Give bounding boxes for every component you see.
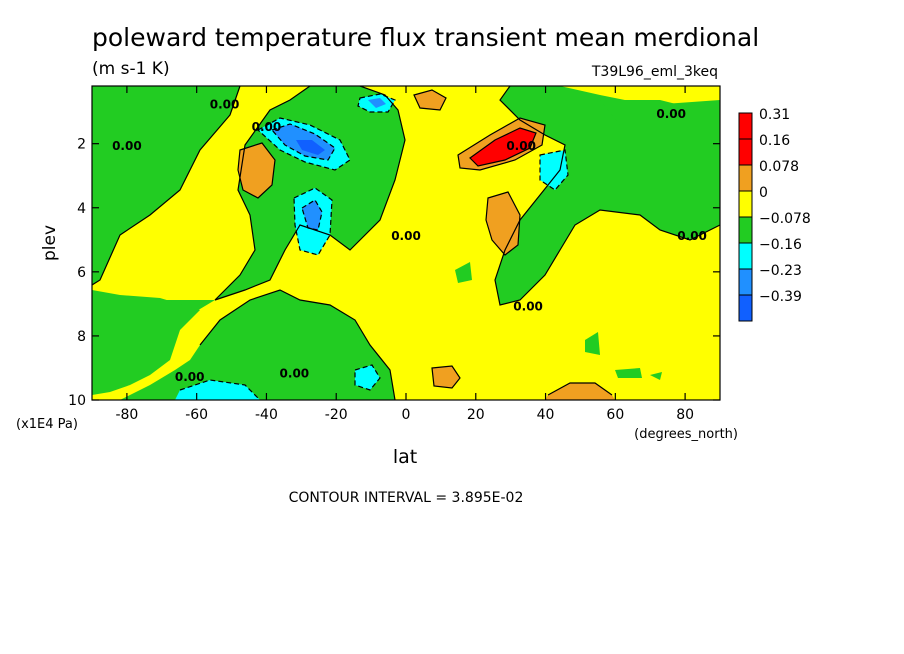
contour-label: 0.00: [506, 139, 536, 153]
neg-contour: [357, 93, 396, 113]
y-tick-label: 2: [77, 137, 86, 153]
x-tick-label: 60: [606, 407, 624, 423]
x-axis: -80 -60 -40 -20 0 20 40 60 80: [115, 86, 694, 423]
pos-core: [432, 366, 460, 388]
pos-contour: [237, 142, 276, 199]
y-tick-label: 8: [77, 329, 86, 345]
x-tick-label: 80: [676, 407, 694, 423]
x-axis-units: (degrees_north): [634, 427, 738, 442]
neg-core: [540, 150, 568, 190]
units-label: (m s-1 K): [92, 59, 170, 79]
pos-contour: [485, 191, 521, 256]
x-axis-label: lat: [393, 446, 417, 468]
legend-label: −0.23: [759, 263, 802, 279]
pos-contour: [413, 89, 447, 111]
legend-swatch: [738, 190, 753, 218]
pos-core: [414, 90, 446, 110]
x-tick-label: 40: [537, 407, 555, 423]
neg-region: [495, 86, 720, 305]
x-tick-label: -40: [255, 407, 278, 423]
y-tick-label: 10: [68, 393, 86, 409]
run-label: T39L96_eml_3keq: [591, 64, 718, 80]
legend-swatch: [738, 242, 753, 270]
legend-label: 0.16: [759, 133, 790, 149]
y-axis-label: plev: [40, 225, 60, 261]
x-tick-label: -80: [115, 407, 138, 423]
x-tick-label: 0: [402, 407, 411, 423]
neg-core: [296, 140, 325, 155]
neg-region: [615, 368, 642, 378]
neg-core: [302, 200, 322, 230]
y-tick-label: 4: [77, 201, 86, 217]
x-tick-label: -60: [185, 407, 208, 423]
legend-swatch: [738, 164, 753, 192]
zero-contour: [214, 86, 311, 301]
contour-label: 0.00: [513, 299, 543, 313]
legend-label: 0.31: [759, 107, 790, 123]
contour-label: 0.00: [391, 229, 421, 243]
legend-swatch: [738, 112, 753, 140]
chart-title: poleward temperature flux transient mean…: [92, 23, 759, 52]
zero-contour: [92, 86, 241, 286]
contour-label: 0.00: [252, 120, 282, 134]
contour-label: 0.00: [280, 367, 310, 381]
legend-label: 0: [759, 185, 768, 201]
pos-core: [238, 143, 275, 198]
neg-region: [650, 372, 662, 380]
legend-swatch: [738, 294, 753, 322]
pos-contour: [547, 382, 613, 396]
y-axis-units: (x1E4 Pa): [16, 417, 78, 432]
contour-label: 0.00: [677, 229, 707, 243]
zero-contour: [494, 86, 720, 306]
y-tick-label: 6: [77, 265, 86, 281]
neg-contour: [179, 379, 261, 400]
contour-field: 0.00 0.00 0.00 0.00 0.00 0.00 0.00 0.00 0.00 0.00: [92, 86, 720, 400]
contour-labels: 0.00 0.00 0.00 0.00 0.00 0.00 0.00 0.00 0.00 0.00: [112, 97, 707, 383]
legend-swatch: [738, 268, 753, 296]
contour-label: 0.00: [175, 370, 205, 384]
neg-region: [92, 86, 240, 285]
pos-core: [486, 192, 520, 255]
neg-contour: [293, 187, 333, 256]
contour-label: 0.00: [210, 97, 240, 111]
color-legend: 0.31 0.16 0.078 0 −0.078 −0.16 −0.23 −0.39: [738, 107, 811, 322]
pos-contour: [469, 127, 537, 167]
pos-contour: [457, 117, 546, 171]
legend-label: 0.078: [759, 159, 799, 175]
neg-region: [600, 100, 720, 140]
legend-swatch: [738, 138, 753, 166]
zero-contour: [199, 289, 396, 400]
pos-contour: [431, 365, 461, 389]
contour-label: 0.00: [656, 107, 686, 121]
neg-core: [355, 365, 380, 390]
legend-label: −0.39: [759, 289, 802, 305]
pos-core: [470, 128, 536, 166]
neg-contour: [354, 364, 381, 391]
neg-region: [455, 262, 472, 283]
legend-swatch: [738, 216, 753, 244]
neg-core: [368, 98, 386, 108]
contour-interval-note: CONTOUR INTERVAL = 3.895E-02: [289, 490, 524, 506]
x-tick-label: 20: [467, 407, 485, 423]
neg-region: [120, 290, 395, 400]
neg-contour: [301, 199, 323, 231]
neg-contour: [539, 149, 569, 191]
zero-contour: [214, 86, 406, 301]
y-axis: 2 4 6 8 10: [68, 137, 720, 409]
neg-region: [92, 290, 200, 395]
contour-label: 0.00: [112, 139, 142, 153]
neg-contour: [256, 117, 351, 171]
legend-label: −0.16: [759, 237, 802, 253]
neg-region: [585, 332, 600, 355]
x-tick-label: -20: [325, 407, 348, 423]
legend-label: −0.078: [759, 211, 811, 227]
